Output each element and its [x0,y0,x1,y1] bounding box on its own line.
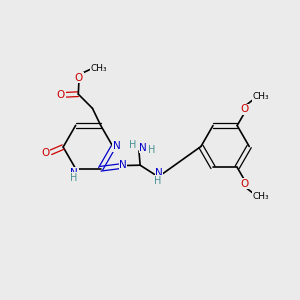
Text: H: H [70,173,78,183]
Text: O: O [75,73,83,83]
Text: H: H [154,176,161,185]
Text: N: N [155,168,163,178]
Text: O: O [57,90,65,100]
Text: CH₃: CH₃ [91,64,107,73]
Text: N: N [119,160,127,170]
Text: O: O [42,148,50,158]
Text: H: H [129,140,136,150]
Text: N: N [113,142,121,152]
Text: CH₃: CH₃ [252,192,269,201]
Text: N: N [70,168,78,178]
Text: H: H [148,146,155,155]
Text: O: O [241,104,249,114]
Text: O: O [241,178,249,189]
Text: CH₃: CH₃ [252,92,269,101]
Text: N: N [139,142,147,152]
